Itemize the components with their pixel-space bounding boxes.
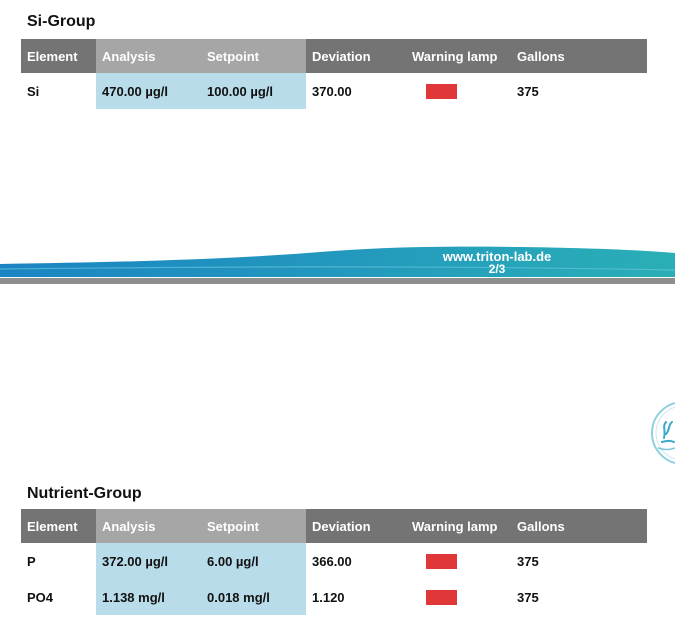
website-url: www.triton-lab.de bbox=[442, 249, 552, 264]
si-group-title: Si-Group bbox=[27, 13, 96, 30]
column-header-deviation: Deviation bbox=[306, 509, 406, 543]
table-row: PO4 1.138 mg/l 0.018 mg/l 1.120 375 bbox=[21, 579, 647, 615]
table-header-row: Element Analysis Setpoint Deviation Warn… bbox=[21, 509, 647, 543]
column-header-setpoint: Setpoint bbox=[201, 509, 306, 543]
setpoint-cell: 100.00 µg/l bbox=[201, 73, 306, 109]
column-header-analysis: Analysis bbox=[96, 39, 201, 73]
page-footer-wave-banner bbox=[0, 246, 675, 284]
triton-coral-logo-icon bbox=[651, 402, 675, 464]
setpoint-cell: 6.00 µg/l bbox=[201, 543, 306, 579]
nutrient-group-table: Element Analysis Setpoint Deviation Warn… bbox=[21, 509, 647, 615]
analysis-cell: 1.138 mg/l bbox=[96, 579, 201, 615]
table-row: Si 470.00 µg/l 100.00 µg/l 370.00 375 bbox=[21, 73, 647, 109]
column-header-element: Element bbox=[21, 39, 96, 73]
column-header-element: Element bbox=[21, 509, 96, 543]
deviation-cell: 366.00 bbox=[312, 553, 352, 569]
column-header-analysis: Analysis bbox=[96, 509, 201, 543]
element-cell: Si bbox=[27, 83, 40, 99]
analysis-cell: 372.00 µg/l bbox=[96, 543, 201, 579]
setpoint-cell: 0.018 mg/l bbox=[201, 579, 306, 615]
warning-lamp-red bbox=[426, 554, 457, 570]
gallons-cell: 375 bbox=[517, 83, 539, 99]
warning-lamp-red bbox=[426, 590, 457, 606]
column-header-gallons: Gallons bbox=[511, 39, 647, 73]
table-row: P 372.00 µg/l 6.00 µg/l 366.00 375 bbox=[21, 543, 647, 579]
element-cell: PO4 bbox=[27, 589, 54, 605]
deviation-cell: 370.00 bbox=[312, 83, 352, 99]
nutrient-group-title: Nutrient-Group bbox=[27, 485, 142, 502]
si-group-table: Element Analysis Setpoint Deviation Warn… bbox=[21, 39, 647, 109]
column-header-gallons: Gallons bbox=[511, 509, 647, 543]
column-header-warning-lamp: Warning lamp bbox=[406, 39, 511, 73]
gallons-cell: 375 bbox=[517, 589, 539, 605]
warning-lamp-red bbox=[426, 84, 457, 100]
warning-lamp-cell bbox=[406, 73, 511, 109]
warning-lamp-cell bbox=[406, 543, 511, 579]
warning-lamp-cell bbox=[406, 579, 511, 615]
element-cell: P bbox=[27, 553, 36, 569]
analysis-cell: 470.00 µg/l bbox=[96, 73, 201, 109]
table-header-row: Element Analysis Setpoint Deviation Warn… bbox=[21, 39, 647, 73]
page-number: 2/3 bbox=[488, 262, 506, 276]
deviation-cell: 1.120 bbox=[312, 589, 345, 605]
gallons-cell: 375 bbox=[517, 553, 539, 569]
column-header-deviation: Deviation bbox=[306, 39, 406, 73]
column-header-warning-lamp: Warning lamp bbox=[406, 509, 511, 543]
column-header-setpoint: Setpoint bbox=[201, 39, 306, 73]
